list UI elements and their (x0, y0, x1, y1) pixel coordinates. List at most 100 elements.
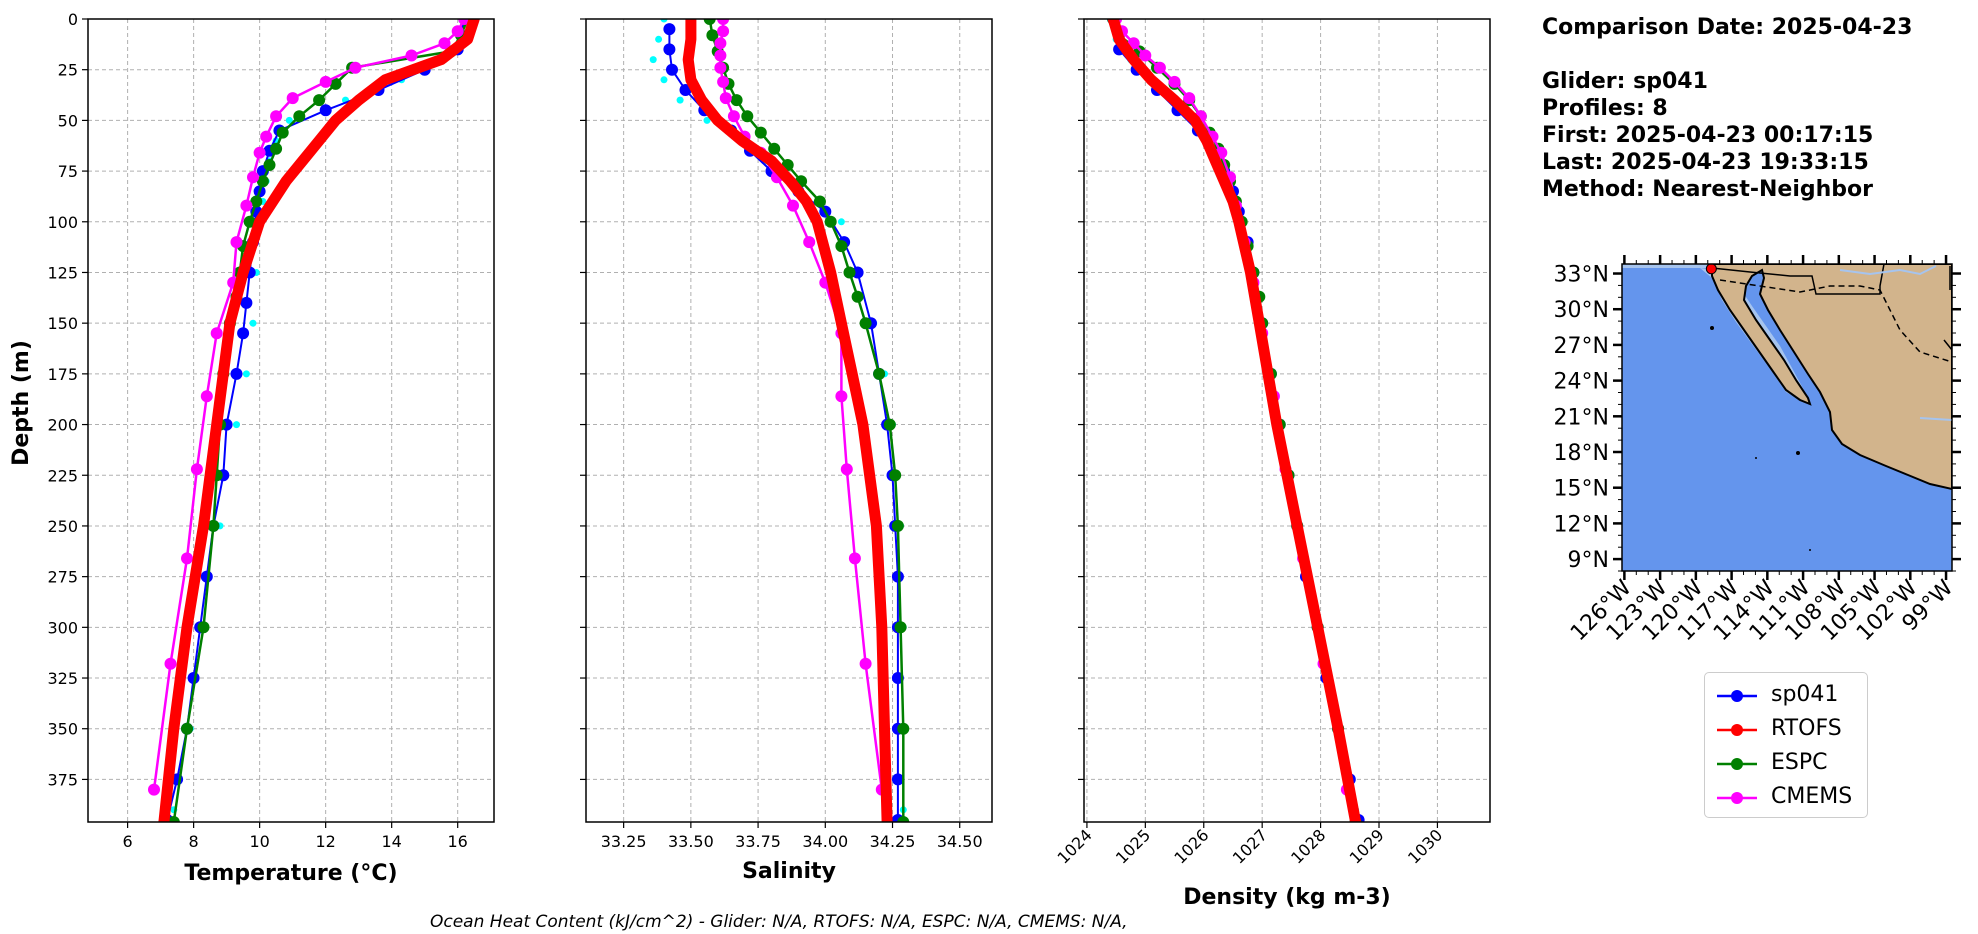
data-point-espc (768, 142, 781, 155)
data-point-espc (824, 215, 837, 228)
data-point-cmems (714, 37, 727, 50)
data-point-cmems (859, 657, 872, 670)
data-point-espc (859, 317, 872, 330)
series-line-sp041 (1112, 19, 1360, 821)
legend-item-sp041: sp041 (1715, 679, 1865, 713)
data-point-rtofs (712, 115, 723, 126)
data-point-rtofs (380, 74, 391, 85)
x-tick-label: 34.00 (802, 832, 848, 851)
data-point-rtofs (1292, 520, 1303, 531)
y-tick-label: 50 (58, 111, 78, 130)
data-point-rtofs (211, 419, 222, 430)
series-line-rtofs (682, 19, 893, 822)
map-rivers (1839, 265, 1952, 421)
series-line-cmems (152, 19, 466, 791)
y-tick-label: 325 (47, 669, 78, 688)
data-point-glider-raw (837, 218, 845, 226)
data-point-espc (897, 722, 910, 735)
legend-label: sp041 (1771, 682, 1839, 707)
data-point-espc (843, 266, 856, 279)
data-point-espc (256, 175, 269, 188)
data-point-cmems (717, 75, 730, 88)
lat-tick-label: 18°N (1554, 441, 1609, 466)
location-map: 33°N30°N27°N24°N21°N18°N15°N12°N9°N126°W… (1554, 255, 1961, 646)
x-tick-label: 1029 (1346, 825, 1388, 867)
data-point-rtofs (857, 419, 868, 430)
map-island-4 (1809, 549, 1811, 551)
plot-area (649, 19, 910, 822)
data-point-cmems (727, 110, 740, 123)
series-line-rtofs (158, 19, 480, 822)
data-point-sp041 (240, 296, 253, 309)
data-point-rtofs (766, 155, 777, 166)
data-point-rtofs (254, 216, 265, 227)
data-point-rtofs (330, 115, 341, 126)
data-point-espc (883, 418, 896, 431)
data-point-cmems (148, 783, 160, 796)
legend: sp041 RTOFS ESPC CMEMS (1704, 672, 1868, 818)
x-axis-label: Temperature (°C) (184, 861, 397, 886)
data-point-glider-raw (660, 19, 668, 23)
x-tick-label: 1027 (1229, 825, 1271, 867)
data-point-espc (754, 126, 767, 139)
lat-tick-label: 27°N (1554, 334, 1609, 359)
x-tick-label: 14 (381, 832, 401, 851)
data-point-rtofs (1210, 155, 1221, 166)
data-point-rtofs (879, 723, 890, 734)
data-point-rtofs (314, 135, 325, 146)
x-tick-label: 10 (249, 832, 269, 851)
data-point-cmems (286, 92, 299, 105)
lat-tick-label: 12°N (1554, 512, 1609, 537)
data-point-espc (835, 240, 848, 253)
data-point-espc (897, 816, 910, 822)
ocean-heat-content-caption: Ocean Heat Content (kJ/cm^2) - Glider: N… (430, 912, 1128, 932)
data-point-rtofs (1228, 196, 1238, 207)
data-point-espc (851, 290, 864, 303)
x-tick-label: 6 (123, 832, 133, 851)
lat-tick-label: 24°N (1554, 370, 1609, 395)
data-point-sp041 (237, 327, 250, 340)
data-point-rtofs (1333, 723, 1344, 734)
data-point-cmems (719, 92, 732, 105)
y-tick-label: 0 (68, 10, 78, 29)
data-point-cmems (717, 25, 730, 38)
data-point-espc (889, 469, 902, 482)
map-island-2 (1796, 451, 1800, 455)
y-tick-label: 175 (47, 365, 78, 384)
x-tick-label: 34.50 (937, 832, 983, 851)
map-country-border (1711, 264, 1952, 351)
x-axis-label: Density (kg m-3) (1183, 885, 1391, 910)
data-point-rtofs (462, 34, 473, 45)
data-point-cmems (253, 146, 266, 159)
data-point-cmems (349, 61, 362, 74)
profile-count: Profiles: 8 (1542, 96, 1668, 121)
y-tick-label: 275 (47, 568, 78, 587)
lat-tick-label: 21°N (1554, 405, 1609, 430)
data-point-rtofs (1190, 115, 1200, 126)
data-point-rtofs (1245, 267, 1256, 278)
x-tick-label: 33.25 (601, 832, 647, 851)
data-point-espc (276, 126, 289, 139)
data-point-cmems (319, 75, 332, 88)
first-profile-time: First: 2025-04-23 00:17:15 (1542, 123, 1874, 148)
data-point-espc (741, 110, 754, 123)
data-point-cmems (717, 19, 730, 25)
y-tick-label: 75 (58, 162, 78, 181)
data-point-rtofs (1114, 34, 1125, 45)
data-point-glider-raw (285, 116, 293, 124)
data-point-cmems (405, 49, 418, 62)
y-tick-label: 300 (47, 618, 78, 637)
data-point-cmems (438, 37, 451, 50)
data-point-espc (329, 77, 342, 90)
data-point-espc (243, 215, 256, 228)
data-point-rtofs (224, 318, 235, 329)
data-point-cmems (270, 110, 283, 123)
data-point-cmems (181, 552, 193, 565)
data-point-cmems (1139, 49, 1152, 62)
data-point-glider-raw (655, 35, 663, 43)
data-point-espc (197, 621, 210, 634)
data-point-espc (894, 621, 907, 634)
axes-frame (585, 18, 993, 823)
lat-tick-label: 33°N (1554, 263, 1609, 288)
